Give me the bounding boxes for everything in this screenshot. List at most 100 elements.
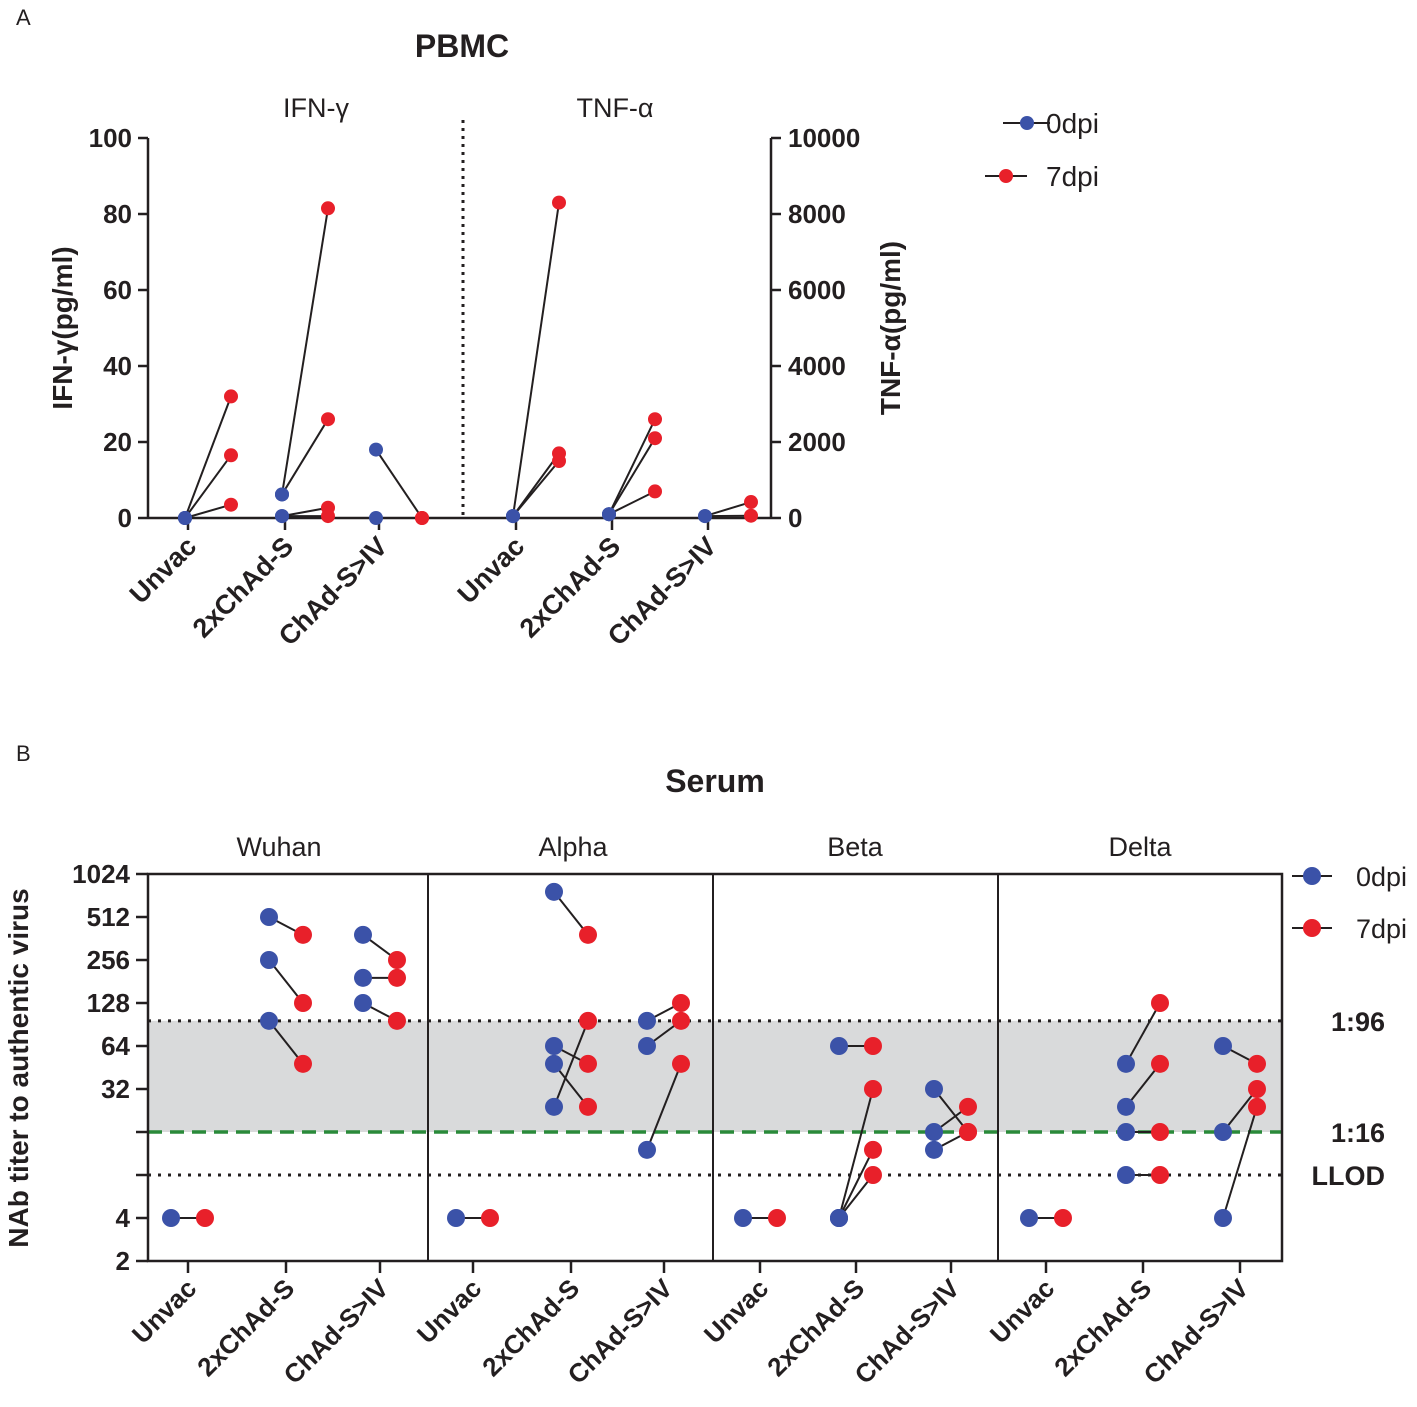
legend-0dpi-marker bbox=[1020, 116, 1034, 130]
pbmc-point-0dpi bbox=[369, 442, 383, 457]
pbmc-point-7dpi bbox=[648, 484, 662, 499]
serum-point-7dpi bbox=[579, 1054, 597, 1073]
pbmc-point-7dpi bbox=[552, 195, 566, 210]
pbmc-point-0dpi bbox=[506, 509, 520, 524]
serum-point-7dpi bbox=[1151, 1054, 1169, 1073]
serum-point-0dpi bbox=[638, 1037, 656, 1055]
pbmc-pair-line bbox=[704, 501, 752, 518]
pbmc-pair-line bbox=[184, 503, 232, 519]
serum-shaded-band bbox=[148, 1020, 1282, 1132]
serum-title: Serum bbox=[665, 763, 765, 799]
serum-legend-0dpi: 0dpi bbox=[1356, 862, 1407, 892]
serum-pair-line bbox=[268, 959, 304, 1004]
pbmc-left-tick-label: 20 bbox=[103, 427, 132, 457]
serum-category-label: ChAd-S>IV bbox=[1138, 1273, 1255, 1390]
serum-pair-line bbox=[1125, 1063, 1161, 1108]
legend-7dpi-marker bbox=[999, 169, 1013, 183]
serum-point-0dpi bbox=[1214, 1209, 1232, 1227]
serum-point-7dpi bbox=[481, 1209, 499, 1227]
serum-point-0dpi bbox=[830, 1209, 848, 1227]
serum-category-label: Unvac bbox=[984, 1273, 1060, 1349]
pbmc-point-7dpi bbox=[321, 412, 335, 427]
serum-point-0dpi bbox=[925, 1080, 943, 1098]
serum-point-7dpi bbox=[1054, 1209, 1072, 1227]
serum-point-7dpi bbox=[959, 1097, 977, 1116]
pbmc-ticks: 0204060801000200040006000800010000Unvac2… bbox=[89, 123, 861, 651]
pbmc-pair-line bbox=[281, 418, 329, 495]
serum-legend-7dpi-marker bbox=[1303, 919, 1321, 937]
serum-y-tick-label: 2 bbox=[116, 1246, 130, 1276]
pbmc-legend-0dpi: 0dpi bbox=[1046, 108, 1099, 139]
serum-pair-line bbox=[268, 1020, 304, 1065]
pbmc-title: PBMC bbox=[415, 28, 509, 64]
serum-pair-line bbox=[1125, 1002, 1161, 1065]
pbmc-pair-line bbox=[184, 396, 232, 519]
subpanel-tnf-title: TNF-α bbox=[576, 93, 653, 123]
serum-point-7dpi bbox=[864, 1140, 882, 1159]
pbmc-point-7dpi bbox=[224, 448, 238, 463]
pbmc-pair-line bbox=[184, 454, 232, 519]
pbmc-left-tick-label: 100 bbox=[89, 123, 132, 153]
pbmc-point-0dpi bbox=[178, 511, 192, 525]
serum-point-0dpi bbox=[545, 1097, 563, 1116]
serum-pair-line bbox=[646, 1063, 682, 1151]
pbmc-pair-line bbox=[608, 490, 656, 516]
serum-y-tick-label: 256 bbox=[87, 945, 130, 975]
serum-pair-line bbox=[1222, 1106, 1258, 1219]
serum-point-7dpi bbox=[959, 1123, 977, 1141]
serum-point-7dpi bbox=[1248, 1080, 1266, 1098]
pbmc-pair-line bbox=[375, 449, 423, 519]
pbmc-right-tick-label: 4000 bbox=[788, 351, 846, 381]
serum-point-0dpi bbox=[354, 968, 372, 987]
pbmc-right-tick-label: 6000 bbox=[788, 275, 846, 305]
pbmc-left-ylabel: IFN-γ(pg/ml) bbox=[47, 246, 78, 409]
serum-category-label: Unvac bbox=[411, 1273, 487, 1349]
serum-point-0dpi bbox=[545, 1054, 563, 1073]
serum-point-7dpi bbox=[864, 1037, 882, 1055]
serum-y-tick-label: 32 bbox=[101, 1074, 130, 1104]
pbmc-pair-lines bbox=[184, 202, 752, 519]
serum-point-0dpi bbox=[260, 1011, 278, 1030]
serum-points bbox=[162, 882, 1266, 1227]
serum-frame bbox=[146, 872, 1284, 1263]
pbmc-point-7dpi bbox=[744, 495, 758, 510]
serum-category-label: Unvac bbox=[126, 1273, 202, 1349]
serum-point-0dpi bbox=[1214, 1037, 1232, 1055]
serum-point-0dpi bbox=[925, 1123, 943, 1141]
pbmc-right-ylabel: TNF-α(pg/ml) bbox=[875, 241, 906, 415]
serum-point-0dpi bbox=[1020, 1209, 1038, 1227]
pbmc-point-7dpi bbox=[744, 508, 758, 523]
pbmc-pair-line bbox=[512, 202, 560, 517]
serum-point-7dpi bbox=[388, 968, 406, 987]
serum-point-7dpi bbox=[579, 1011, 597, 1030]
pbmc-pair-line bbox=[281, 506, 329, 518]
serum-point-0dpi bbox=[638, 1011, 656, 1030]
serum-y-tick-label: 128 bbox=[87, 988, 130, 1018]
pbmc-point-7dpi bbox=[415, 511, 429, 525]
reference-label: 1:16 bbox=[1331, 1118, 1385, 1148]
serum-y-tick-label: 64 bbox=[101, 1031, 130, 1061]
serum-point-0dpi bbox=[734, 1209, 752, 1227]
serum-point-7dpi bbox=[864, 1166, 882, 1184]
serum-pair-line bbox=[838, 1088, 874, 1219]
serum-point-0dpi bbox=[162, 1209, 180, 1227]
serum-point-0dpi bbox=[447, 1209, 465, 1227]
serum-point-7dpi bbox=[579, 925, 597, 944]
serum-point-7dpi bbox=[388, 1011, 406, 1030]
serum-point-0dpi bbox=[260, 951, 278, 969]
pbmc-category-label: Unvac bbox=[124, 531, 203, 610]
panel-b-label: B bbox=[16, 741, 31, 766]
pbmc-right-tick-label: 2000 bbox=[788, 427, 846, 457]
serum-point-0dpi bbox=[1117, 1054, 1135, 1073]
serum-pair-line bbox=[838, 1149, 874, 1219]
pbmc-point-7dpi bbox=[321, 201, 335, 216]
serum-pair-line bbox=[553, 1020, 589, 1108]
pbmc-pair-line bbox=[608, 418, 656, 515]
serum-point-0dpi bbox=[1117, 1123, 1135, 1141]
variant-beta: Beta bbox=[827, 832, 884, 862]
variant-delta: Delta bbox=[1108, 832, 1172, 862]
serum-point-0dpi bbox=[1214, 1123, 1232, 1141]
reference-label: 1:96 bbox=[1331, 1007, 1385, 1037]
serum-point-0dpi bbox=[354, 994, 372, 1012]
serum-point-7dpi bbox=[864, 1080, 882, 1098]
